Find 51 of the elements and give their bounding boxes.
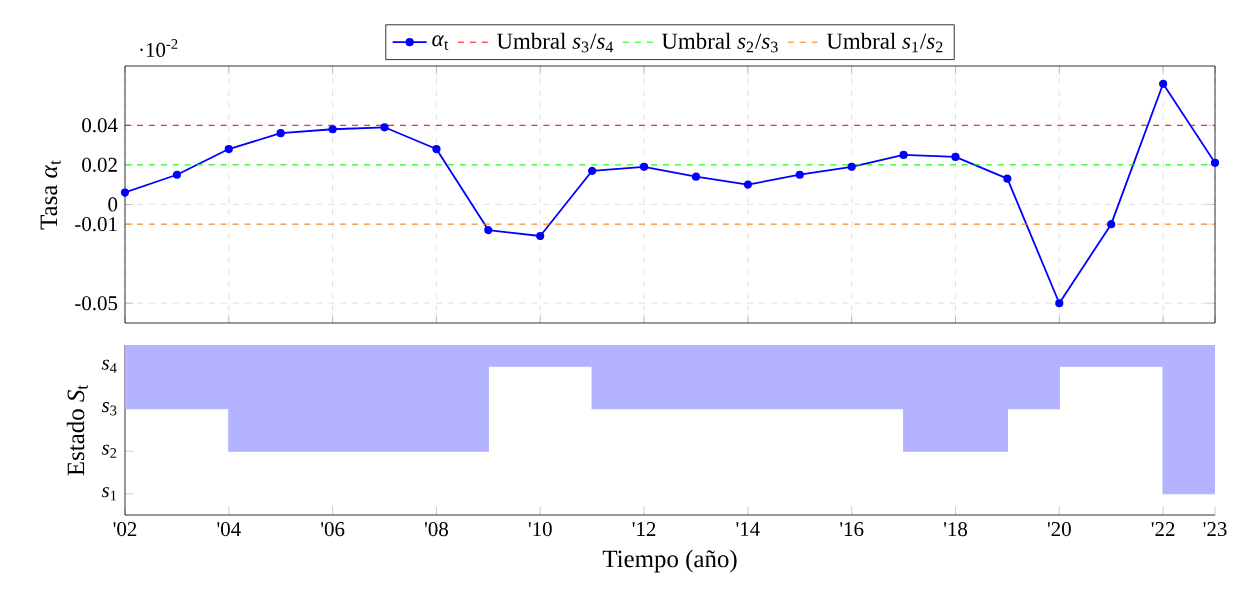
point — [120, 188, 130, 197]
x-tick-label: '20 — [1047, 522, 1071, 537]
point — [639, 162, 649, 171]
point — [795, 170, 804, 179]
x-tick-label: '14 — [736, 522, 760, 536]
x-tick-label: '08 — [424, 522, 448, 537]
x-tick-label: '06 — [321, 522, 345, 537]
point — [847, 162, 856, 171]
x-tick-label: '02 — [113, 522, 137, 537]
legend-label: α$_{t}$ — [432, 35, 449, 50]
point — [432, 144, 441, 154]
point — [172, 170, 181, 179]
point — [951, 152, 960, 162]
y-tick-label: s$_{4}$ — [101, 359, 117, 373]
x-axis-title: Tiempo (año) — [602, 549, 737, 573]
legend-label: Umbral s$_{2}$/s$_{3}$ — [661, 32, 778, 53]
legend-label: Umbral s$_{3}$/s$_{4}$ — [496, 32, 614, 53]
y-tick-label: -0.05 — [75, 296, 118, 311]
text: ·10$^{-2}$ — [140, 39, 178, 57]
point — [691, 172, 701, 181]
y-tick-label: 0.04 — [82, 118, 118, 133]
y-tick-label: s$_{2}$ — [101, 444, 117, 458]
x-tick-label: '12 — [632, 522, 656, 536]
y-axis-title: Estado S$_{t}$ — [66, 384, 88, 476]
y-axis-title: Tasa α$_{t}$ — [40, 160, 61, 230]
point — [224, 144, 233, 154]
point — [588, 166, 597, 175]
point — [380, 123, 389, 132]
point — [1210, 158, 1220, 167]
point — [899, 150, 908, 160]
y-tick-label: s$_{1}$ — [101, 487, 117, 501]
legend-label: Umbral s$_{1}$/s$_{2}$ — [826, 32, 943, 53]
point — [536, 231, 545, 241]
point — [484, 225, 493, 235]
y-tick-label: -0.01 — [75, 217, 117, 232]
x-tick-label: '23 — [1203, 522, 1227, 537]
point — [328, 125, 337, 134]
point — [1159, 79, 1168, 88]
x-tick-label: '22 — [1151, 522, 1175, 536]
y-tick-label: 0 — [108, 197, 118, 212]
y-tick-label: s$_{3}$ — [101, 402, 117, 416]
x-tick-label: '18 — [944, 522, 968, 537]
point — [743, 180, 752, 189]
point — [1055, 299, 1064, 308]
point — [1003, 174, 1012, 183]
x-tick-label: '10 — [528, 522, 552, 537]
x-tick-label: '04 — [217, 522, 241, 537]
x-tick-label: '16 — [840, 522, 864, 537]
y-tick-label: 0.02 — [82, 157, 117, 172]
point — [1107, 220, 1116, 229]
point — [276, 129, 285, 138]
